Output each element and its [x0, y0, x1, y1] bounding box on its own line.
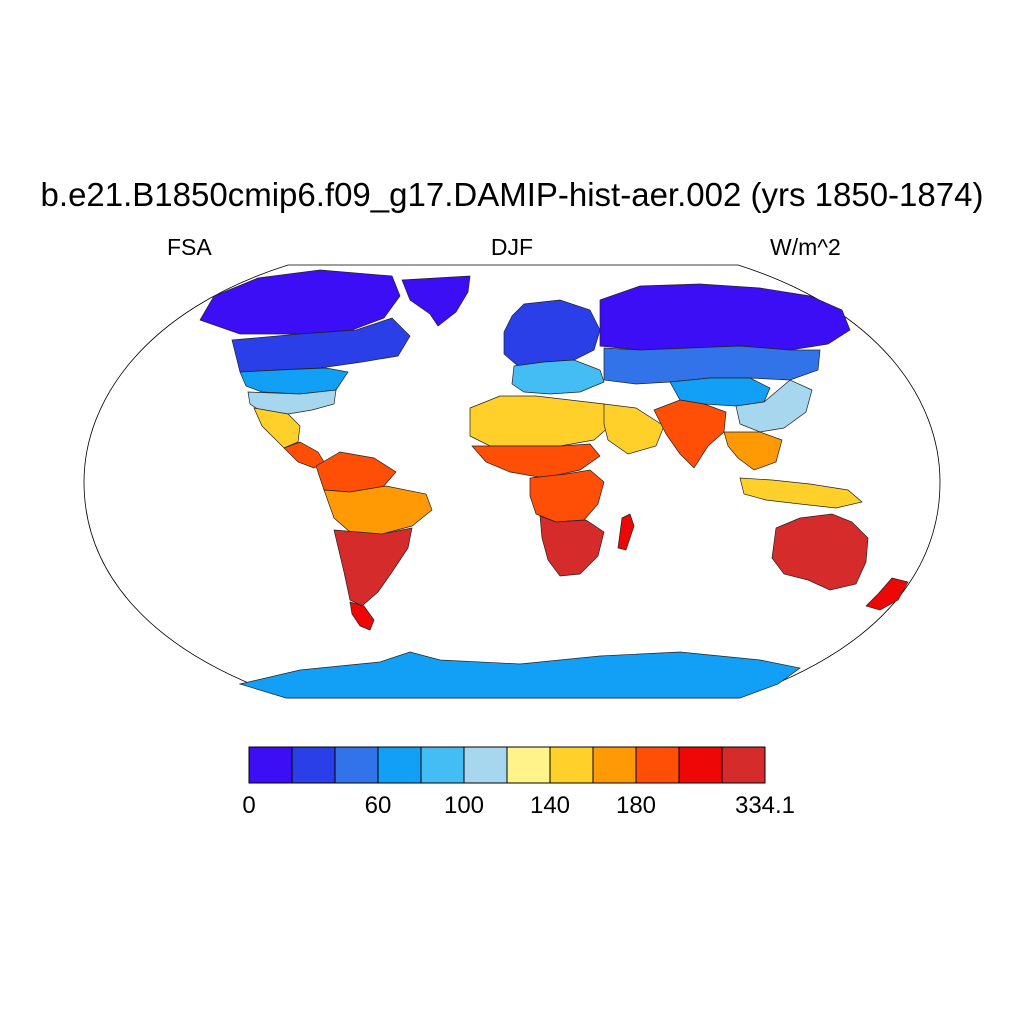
- region-amazon: [323, 485, 433, 535]
- colorbar-tick-label: 334.1: [734, 792, 796, 819]
- colorbar-swatch-10: [678, 746, 723, 784]
- variable-label: FSA: [167, 234, 212, 260]
- region-southeast-asia: [723, 431, 783, 471]
- colorbar-swatch-4: [420, 746, 465, 784]
- region-madagascar: [617, 513, 635, 551]
- region-new-zealand: [865, 577, 909, 611]
- figure-title: b.e21.B1850cmip6.f09_g17.DAMIP-hist-aer.…: [40, 176, 984, 213]
- region-indonesia: [739, 477, 863, 509]
- colorbar-tick-label: 60: [364, 792, 392, 819]
- region-patagonia: [349, 601, 375, 631]
- colorbar-swatch-8: [592, 746, 637, 784]
- region-central-asia: [603, 345, 821, 385]
- colorbar-tick-label: 140: [529, 792, 571, 819]
- region-southern-south-america: [333, 527, 413, 607]
- region-arabia: [603, 403, 665, 455]
- region-southern-united-states: [247, 389, 337, 415]
- region-southern-europe: [511, 359, 605, 395]
- colorbar-swatch-1: [291, 746, 336, 784]
- region-arctic-canada: [199, 269, 401, 335]
- region-central-africa: [529, 469, 605, 523]
- colorbar-swatch-5: [463, 746, 508, 784]
- colorbar-swatch-0: [248, 746, 293, 784]
- region-greenland: [401, 275, 471, 327]
- region-china: [735, 379, 813, 433]
- season-label: DJF: [490, 234, 534, 260]
- colorbar-swatch-2: [334, 746, 379, 784]
- region-australia: [771, 513, 869, 591]
- colorbar-tick-label: 0: [242, 792, 256, 819]
- region-northern-europe: [503, 299, 601, 367]
- region-sahara: [469, 395, 611, 447]
- colorbar-tick-label: 180: [615, 792, 657, 819]
- colorbar-tick-label: 100: [443, 792, 485, 819]
- region-sahel: [471, 443, 601, 479]
- units-label: W/m^2: [770, 234, 841, 260]
- colorbar-swatch-7: [549, 746, 594, 784]
- colorbar-swatch-6: [506, 746, 551, 784]
- region-antarctica: [238, 651, 801, 699]
- colorbar-swatch-9: [635, 746, 680, 784]
- colorbar-swatch-3: [377, 746, 422, 784]
- region-india: [653, 399, 727, 469]
- region-southern-africa: [539, 515, 605, 577]
- colorbar-swatch-11: [721, 746, 766, 784]
- region-mexico: [253, 407, 301, 449]
